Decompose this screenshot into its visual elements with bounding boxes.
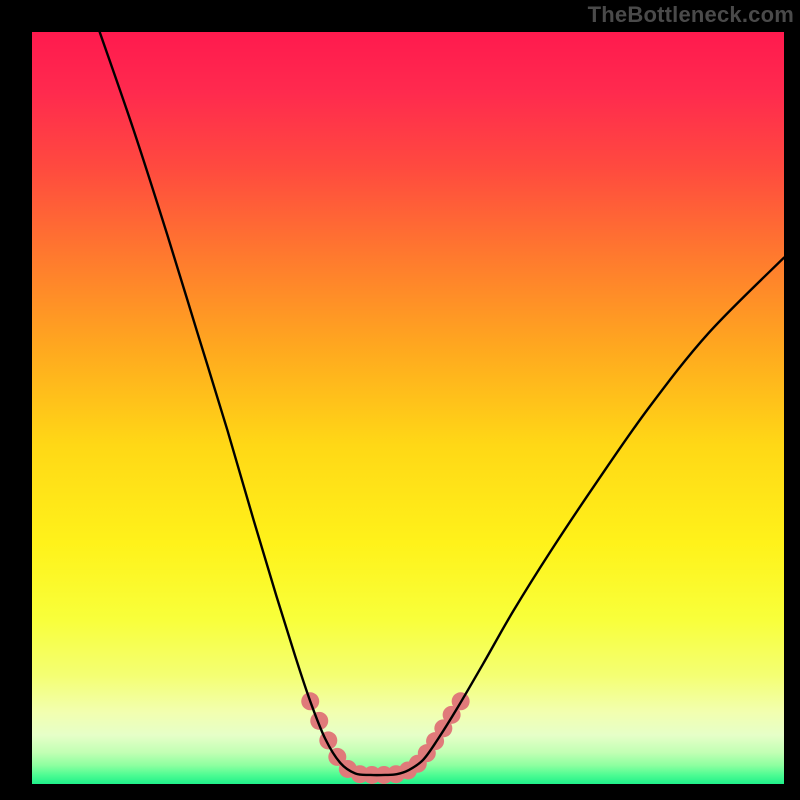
watermark-label: TheBottleneck.com	[588, 2, 794, 28]
bottleneck-curve	[100, 32, 784, 775]
chart-frame: TheBottleneck.com	[0, 0, 800, 800]
plot-area	[32, 32, 784, 784]
highlight-markers	[301, 692, 469, 784]
bottleneck-curve-svg	[32, 32, 784, 784]
